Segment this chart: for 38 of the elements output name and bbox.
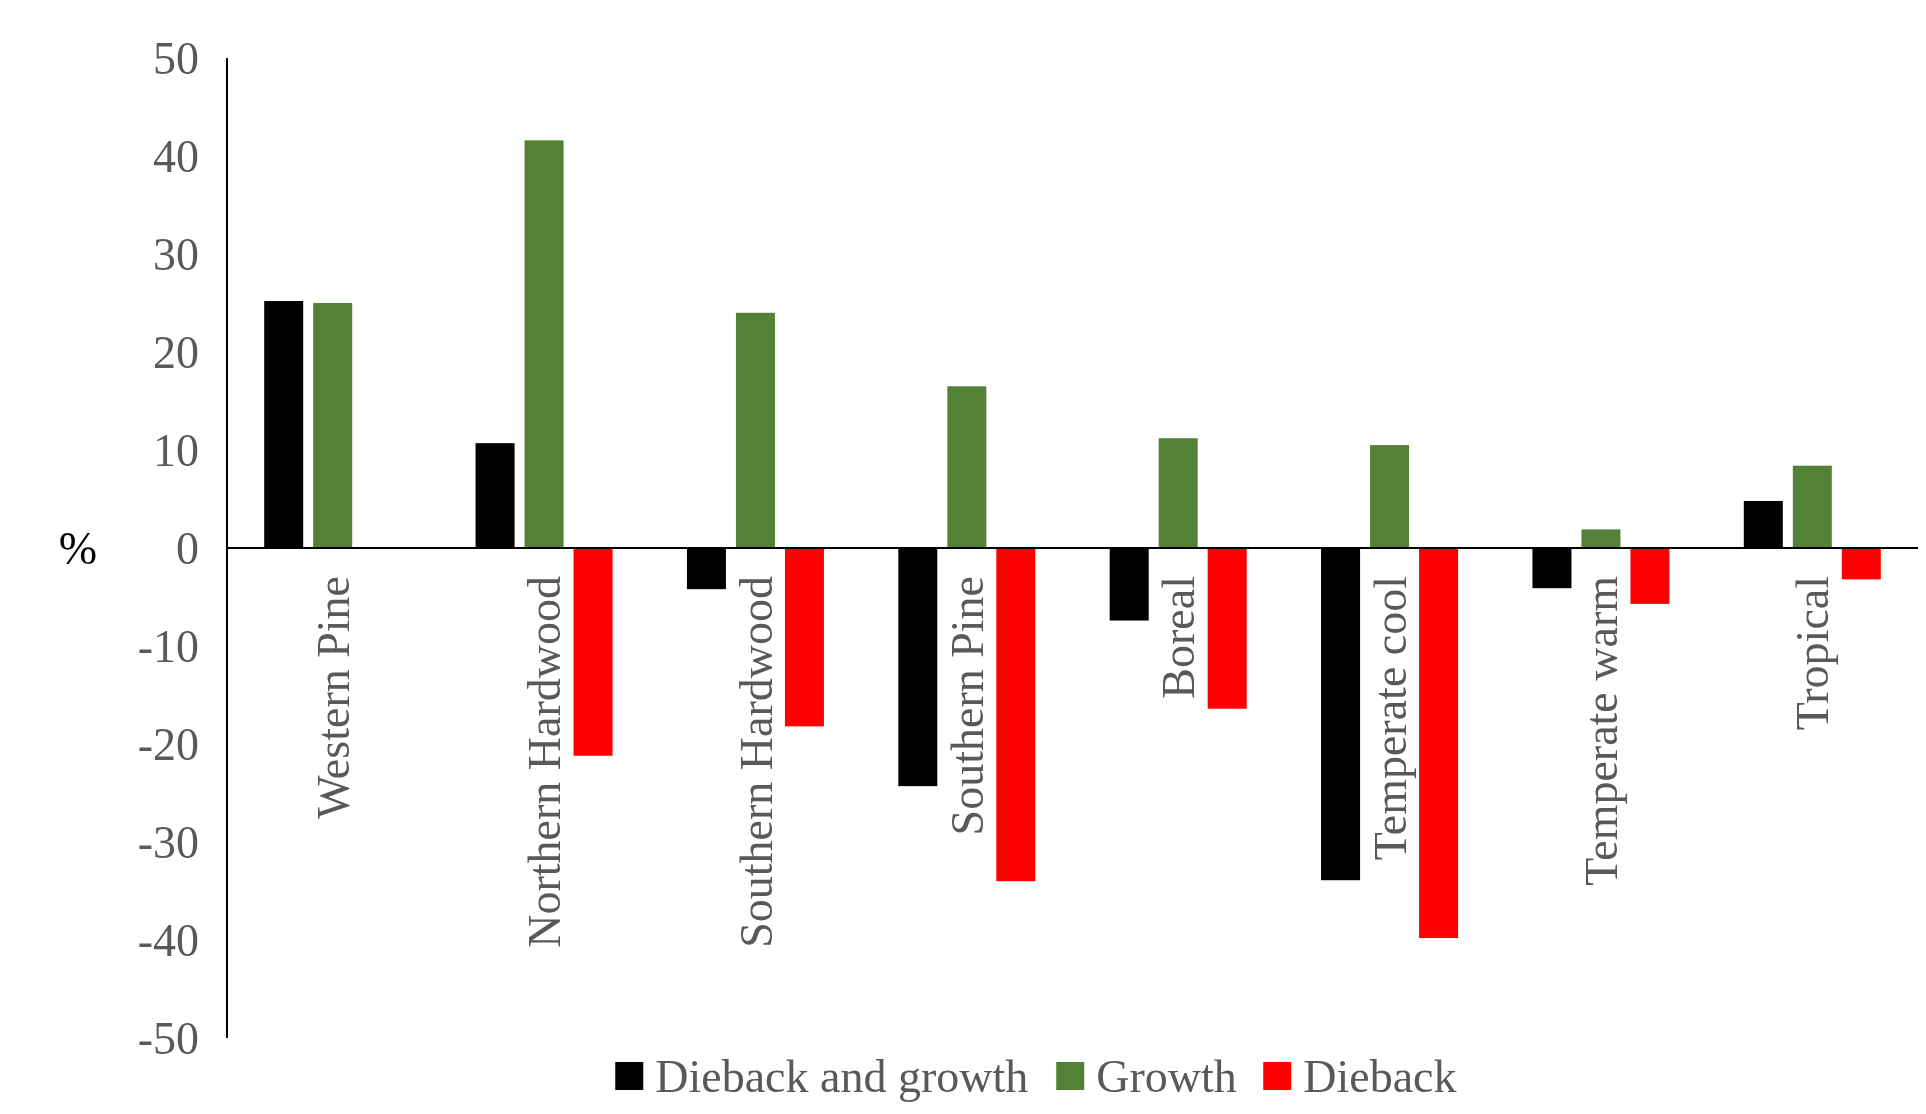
y-tick-label: -40 bbox=[137, 915, 199, 967]
y-tick-label: -30 bbox=[137, 817, 199, 869]
y-tick-label: -10 bbox=[137, 621, 199, 673]
x-tick-label: Western Pine bbox=[307, 576, 359, 819]
legend-label: Growth bbox=[1096, 1051, 1237, 1103]
bar bbox=[1581, 529, 1621, 548]
y-tick-label: 30 bbox=[153, 229, 199, 281]
y-tick-label: 10 bbox=[153, 425, 199, 477]
y-axis-title: % bbox=[58, 523, 98, 575]
bar bbox=[735, 312, 775, 548]
legend-label: Dieback bbox=[1303, 1051, 1457, 1103]
bar bbox=[1419, 548, 1459, 939]
x-tick-label: Boreal bbox=[1153, 576, 1205, 699]
y-tick-label: 50 bbox=[153, 33, 199, 85]
x-tick-label: Southern Pine bbox=[941, 576, 993, 836]
x-tick-label: Temperate warm bbox=[1576, 575, 1628, 886]
x-tick-label: Southern Hardwood bbox=[730, 576, 782, 948]
bar bbox=[1370, 445, 1410, 548]
bar bbox=[1841, 548, 1881, 580]
x-tick-label: Northern Hardwood bbox=[519, 576, 571, 948]
x-tick-label: Temperate cool bbox=[1364, 576, 1416, 861]
x-tick-label: Tropical bbox=[1787, 576, 1839, 731]
y-tick-label: -50 bbox=[137, 1013, 199, 1065]
legend-label: Dieback and growth bbox=[655, 1051, 1029, 1103]
bar bbox=[947, 386, 987, 548]
bar bbox=[1630, 548, 1670, 604]
bar bbox=[313, 303, 353, 548]
bar bbox=[1207, 548, 1247, 709]
bar bbox=[573, 548, 613, 756]
y-tick-label: 20 bbox=[153, 327, 199, 379]
bar bbox=[784, 548, 824, 727]
bar bbox=[1792, 465, 1832, 548]
bar bbox=[524, 140, 564, 548]
bar bbox=[996, 548, 1036, 882]
y-tick-label: 0 bbox=[176, 523, 199, 575]
bar bbox=[1158, 438, 1198, 548]
y-tick-label: 40 bbox=[153, 131, 199, 183]
y-tick-label: -20 bbox=[137, 719, 199, 771]
